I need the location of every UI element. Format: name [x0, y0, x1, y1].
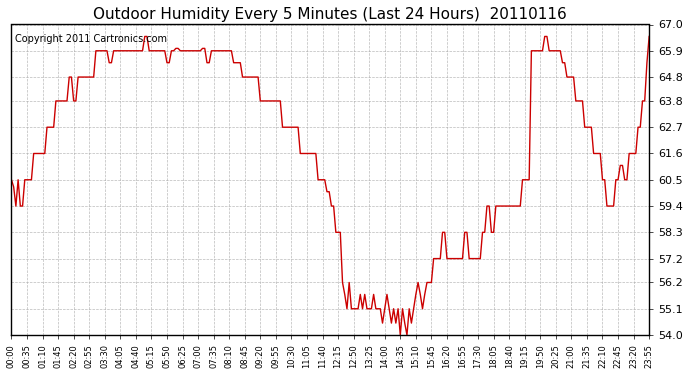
Title: Outdoor Humidity Every 5 Minutes (Last 24 Hours)  20110116: Outdoor Humidity Every 5 Minutes (Last 2… — [93, 7, 567, 22]
Text: Copyright 2011 Cartronics.com: Copyright 2011 Cartronics.com — [14, 34, 166, 44]
